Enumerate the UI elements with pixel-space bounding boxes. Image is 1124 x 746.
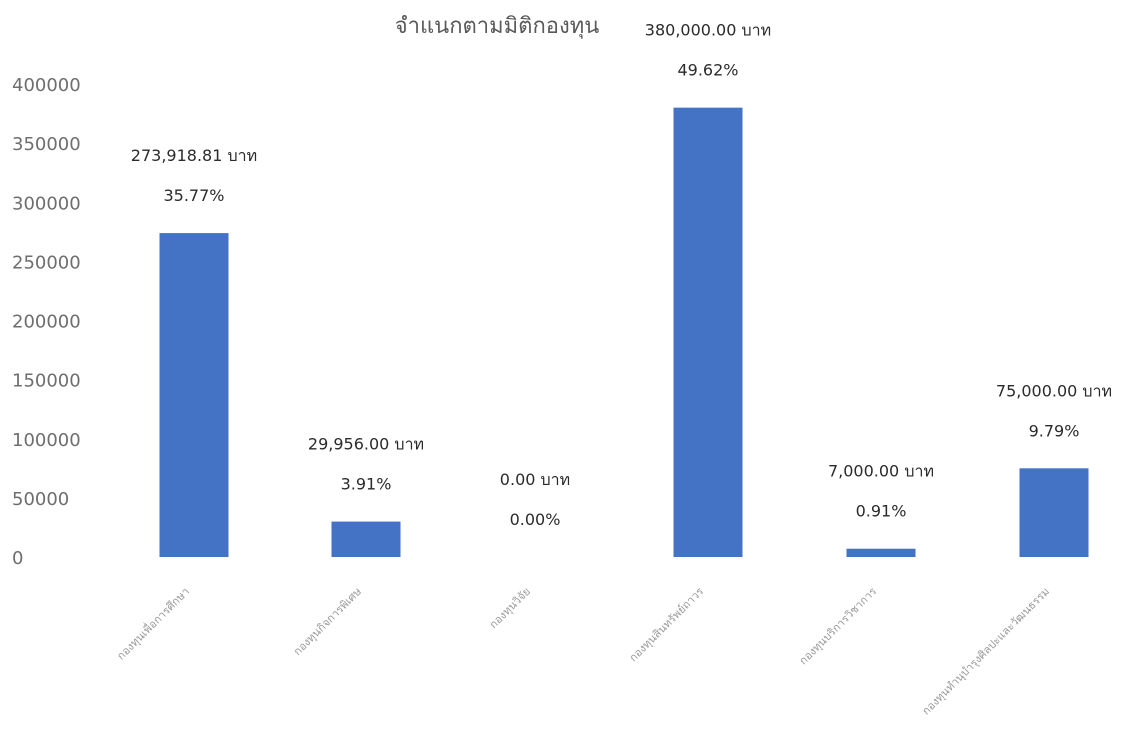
data-labels: 273,918.81 บาท 35.77% 29,956.00 บาท 3.91% 0.… <box>131 21 1112 529</box>
value-label: 7,000.00 บาท <box>828 462 934 481</box>
x-axis: กองทุนเพื่อการศึกษา กองทุนกิจการพิเศษ กองท… <box>113 584 1052 718</box>
x-tick-label: กองทุนกิจการพิเศษ <box>291 585 364 658</box>
y-axis: 0 50000 100000 150000 200000 250000 300000 3500… <box>12 75 81 569</box>
percent-label: 0.00% <box>510 510 561 529</box>
percent-label: 49.62% <box>677 61 738 80</box>
y-tick-label: 200000 <box>12 312 81 333</box>
y-tick-label: 350000 <box>12 134 81 155</box>
y-tick-label: 250000 <box>12 252 81 273</box>
x-tick-label: กองทุนเพื่อการศึกษา <box>113 584 192 663</box>
x-tick-label: กองทุนวิจัย <box>487 585 533 631</box>
x-tick-label: กองทุนทำนุบำรุงศิลปะและวัฒนธรรม <box>919 585 1052 718</box>
bar <box>1019 468 1089 557</box>
percent-label: 3.91% <box>341 475 392 494</box>
chart-title: จำแนกตามมิติกองทุน <box>395 14 600 39</box>
y-tick-label: 0 <box>12 548 23 569</box>
value-label: 380,000.00 บาท <box>645 21 771 40</box>
y-tick-label: 100000 <box>12 430 81 451</box>
y-tick-label: 400000 <box>12 75 81 96</box>
y-tick-label: 300000 <box>12 193 81 214</box>
percent-label: 0.91% <box>856 502 907 521</box>
bars <box>159 107 1089 558</box>
value-label: 75,000.00 บาท <box>996 381 1112 400</box>
bar <box>846 548 916 557</box>
y-tick-label: 50000 <box>12 489 69 510</box>
value-label: 29,956.00 บาท <box>308 435 424 454</box>
bar <box>159 233 229 557</box>
value-label: 0.00 บาท <box>500 470 570 489</box>
x-tick-label: กองทุนสินทรัพย์ถาวร <box>627 585 707 665</box>
x-tick-label: กองทุนบริการวิชาการ <box>797 585 880 668</box>
y-tick-label: 150000 <box>12 371 81 392</box>
bar <box>673 107 743 558</box>
bar <box>331 521 401 557</box>
value-label: 273,918.81 บาท <box>131 146 257 165</box>
percent-label: 35.77% <box>163 186 224 205</box>
percent-label: 9.79% <box>1029 421 1080 440</box>
